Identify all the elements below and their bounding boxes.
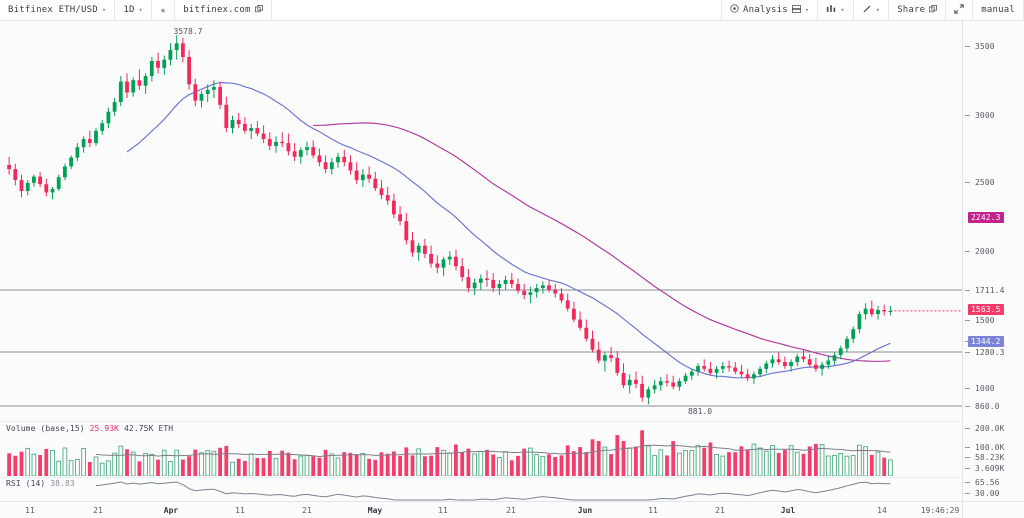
price-axis-tick bbox=[965, 115, 970, 116]
period-low-label: 881.0 bbox=[687, 407, 713, 416]
analysis-button[interactable]: Analysis ▾ bbox=[720, 0, 819, 20]
time-axis-label: 21 bbox=[715, 506, 725, 515]
volume-axis-label: 3.609K bbox=[975, 464, 1005, 473]
share-button[interactable]: Share bbox=[889, 0, 947, 20]
rsi-legend-title: RSI (14) bbox=[6, 479, 46, 488]
external-link-icon bbox=[929, 4, 938, 16]
chevron-down-icon: ▾ bbox=[138, 6, 143, 14]
chevron-down-icon: ▾ bbox=[875, 6, 881, 14]
price-axis-label: 1500 bbox=[975, 316, 995, 325]
volume-legend-value-1: 25.93K bbox=[89, 424, 120, 433]
price-chart-pane[interactable]: 3578.7 881.0 bbox=[0, 21, 962, 420]
axis-divider bbox=[962, 502, 963, 518]
rsi-axis-tick bbox=[965, 482, 970, 483]
time-axis-label: Jul bbox=[780, 506, 796, 515]
volume-legend-value-2: 42.75K bbox=[124, 424, 154, 433]
last-price-tag[interactable]: 1563.5 bbox=[968, 304, 1004, 315]
price-axis-label: 3500 bbox=[975, 42, 995, 51]
time-axis-label: 21 bbox=[302, 506, 312, 515]
mode-label: manual bbox=[981, 5, 1015, 15]
volume-legend-title: Volume (base,15) bbox=[6, 424, 85, 433]
volume-axis-label: 100.0K bbox=[975, 443, 1005, 452]
source-link[interactable]: bitfinex.com bbox=[175, 0, 272, 20]
time-axis-label: 21 bbox=[506, 506, 516, 515]
time-axis-label: Apr bbox=[163, 506, 179, 515]
top-toolbar: Bitfinex ETH/USD ▾ 1D ▾ ★ bitfinex.com A… bbox=[0, 0, 1024, 21]
pencil-icon bbox=[862, 4, 872, 17]
ma-short-price-tag[interactable]: 1344.2 bbox=[968, 336, 1004, 347]
price-axis-tick bbox=[965, 320, 970, 321]
price-axis-label: 1000 bbox=[975, 384, 995, 393]
volume-plot bbox=[7, 430, 893, 476]
indicators-button[interactable]: ▾ bbox=[818, 0, 854, 20]
candlestick-plot bbox=[0, 35, 962, 407]
external-link-icon bbox=[254, 4, 263, 16]
layout-icon bbox=[791, 4, 801, 16]
volume-axis-tick bbox=[965, 428, 970, 429]
eye-icon bbox=[730, 4, 739, 16]
rsi-axis-label: 65.56 bbox=[975, 478, 1000, 487]
chevron-down-icon: ▾ bbox=[804, 6, 810, 14]
time-axis-label: 11 bbox=[235, 506, 245, 515]
time-axis-label: Jun bbox=[577, 506, 593, 515]
time-axis-label: 14 bbox=[877, 506, 887, 515]
price-axis-label: 1711.4 bbox=[975, 286, 1005, 295]
rsi-pane[interactable]: RSI (14) 38.83 bbox=[0, 477, 962, 501]
price-axis-label: 2000 bbox=[975, 247, 995, 256]
fullscreen-button[interactable] bbox=[946, 0, 974, 20]
price-axis-tick bbox=[965, 406, 970, 407]
rsi-plot bbox=[95, 481, 891, 501]
price-axis[interactable]: 3500 3000 2500 2000 1711.4 1500 1344.21280.3 10… bbox=[962, 21, 1024, 501]
time-axis-label: May bbox=[367, 506, 383, 515]
chevron-down-icon: ▾ bbox=[840, 6, 845, 14]
volume-pane[interactable]: Volume (base,15) 25.93K 42.75K ETH bbox=[0, 421, 962, 476]
source-label: bitfinex.com bbox=[183, 5, 251, 15]
toolbar-right-group: Analysis ▾ ▾ ▾ Share bbox=[720, 0, 1024, 20]
ma-long-price-tag[interactable]: 2242.3 bbox=[968, 212, 1004, 223]
rsi-axis-tick bbox=[965, 493, 970, 494]
time-axis[interactable]: 11 21 Apr 11 21 May 11 21 Jun 11 21 Jul 14 19:46:29 bbox=[0, 501, 1024, 518]
interval-selector[interactable]: 1D ▾ bbox=[115, 0, 152, 20]
price-axis-tick bbox=[965, 182, 970, 183]
volume-axis-tick bbox=[965, 457, 970, 458]
rsi-axis-label: 30.00 bbox=[975, 489, 1000, 498]
volume-axis-label: 200.0K bbox=[975, 424, 1005, 433]
volume-axis-tick bbox=[965, 447, 970, 448]
analysis-label: Analysis bbox=[742, 5, 788, 15]
symbol-selector[interactable]: Bitfinex ETH/USD ▾ bbox=[0, 0, 116, 20]
interval-label: 1D bbox=[123, 5, 135, 15]
time-axis-label: 11 bbox=[648, 506, 658, 515]
rsi-legend-value: 38.83 bbox=[50, 479, 75, 488]
drawing-tools-button[interactable]: ▾ bbox=[854, 0, 890, 20]
volume-legend-unit: ETH bbox=[158, 424, 174, 433]
price-axis-tick bbox=[965, 352, 970, 353]
chevron-down-icon: ▾ bbox=[101, 6, 107, 14]
indicators-icon bbox=[826, 4, 836, 16]
price-axis-tick bbox=[965, 290, 970, 291]
rsi-legend: RSI (14) 38.83 bbox=[4, 479, 77, 488]
price-axis-tick bbox=[965, 388, 970, 389]
volume-axis-label: 58.23K bbox=[975, 453, 1005, 462]
symbol-label: Bitfinex ETH/USD bbox=[8, 5, 98, 15]
volume-axis-tick bbox=[965, 468, 970, 469]
period-high-label: 3578.7 bbox=[173, 27, 203, 36]
expand-icon bbox=[954, 3, 964, 17]
share-label: Share bbox=[897, 5, 926, 15]
volume-legend: Volume (base,15) 25.93K 42.75K ETH bbox=[4, 424, 176, 433]
price-axis-tick bbox=[965, 341, 970, 342]
time-axis-label: 11 bbox=[25, 506, 35, 515]
price-axis-tick bbox=[965, 46, 970, 47]
time-axis-label: 11 bbox=[438, 506, 448, 515]
price-axis-label: 2500 bbox=[975, 178, 995, 187]
favorite-button[interactable]: ★ bbox=[152, 0, 176, 20]
time-axis-label: 21 bbox=[93, 506, 103, 515]
mode-indicator[interactable]: manual bbox=[973, 0, 1024, 20]
price-axis-label: 3000 bbox=[975, 111, 995, 120]
price-axis-label: 1280.3 bbox=[975, 348, 1005, 357]
star-icon: ★ bbox=[160, 4, 167, 16]
price-axis-label: 860.0 bbox=[975, 402, 1000, 411]
time-axis-label: 19:46:29 bbox=[920, 506, 960, 515]
price-axis-tick bbox=[965, 251, 970, 252]
